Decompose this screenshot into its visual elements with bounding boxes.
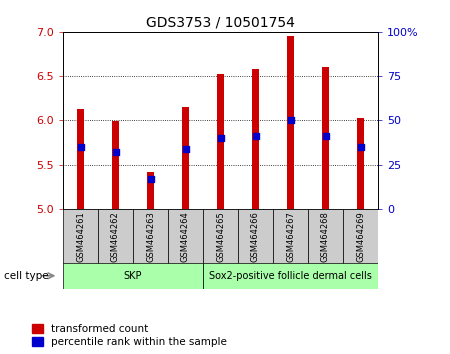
Text: GSM464262: GSM464262	[111, 211, 120, 262]
Text: cell type: cell type	[4, 271, 49, 281]
Title: GDS3753 / 10501754: GDS3753 / 10501754	[146, 15, 295, 29]
Text: GSM464264: GSM464264	[181, 211, 190, 262]
Legend: transformed count, percentile rank within the sample: transformed count, percentile rank withi…	[32, 324, 227, 347]
Text: GSM464266: GSM464266	[251, 211, 260, 262]
Bar	[238, 209, 273, 264]
Point	[322, 133, 329, 139]
Bar	[63, 209, 98, 264]
Bar	[77, 109, 84, 209]
Bar	[133, 209, 168, 264]
Text: GSM464267: GSM464267	[286, 211, 295, 262]
Point	[182, 146, 189, 152]
Text: GSM464263: GSM464263	[146, 211, 155, 262]
Point	[287, 118, 294, 123]
Bar	[343, 209, 378, 264]
Bar	[63, 263, 203, 289]
Point	[252, 133, 259, 139]
Bar	[182, 107, 189, 209]
Text: GSM464269: GSM464269	[356, 211, 365, 262]
Bar	[203, 263, 378, 289]
Text: SKP: SKP	[124, 271, 142, 281]
Point	[77, 144, 84, 150]
Point	[112, 149, 119, 155]
Point	[217, 135, 224, 141]
Text: GSM464261: GSM464261	[76, 211, 85, 262]
Text: GSM464265: GSM464265	[216, 211, 225, 262]
Bar	[147, 172, 153, 209]
Bar	[98, 209, 133, 264]
Bar	[252, 69, 259, 209]
Bar	[217, 74, 224, 209]
Bar	[288, 36, 294, 209]
Point	[147, 176, 154, 182]
Bar	[322, 67, 328, 209]
Bar	[203, 209, 238, 264]
Bar	[112, 121, 119, 209]
Bar	[357, 118, 364, 209]
Point	[357, 144, 364, 150]
Bar	[273, 209, 308, 264]
Bar	[168, 209, 203, 264]
Text: Sox2-positive follicle dermal cells: Sox2-positive follicle dermal cells	[209, 271, 372, 281]
Bar	[308, 209, 343, 264]
Text: GSM464268: GSM464268	[321, 211, 330, 262]
